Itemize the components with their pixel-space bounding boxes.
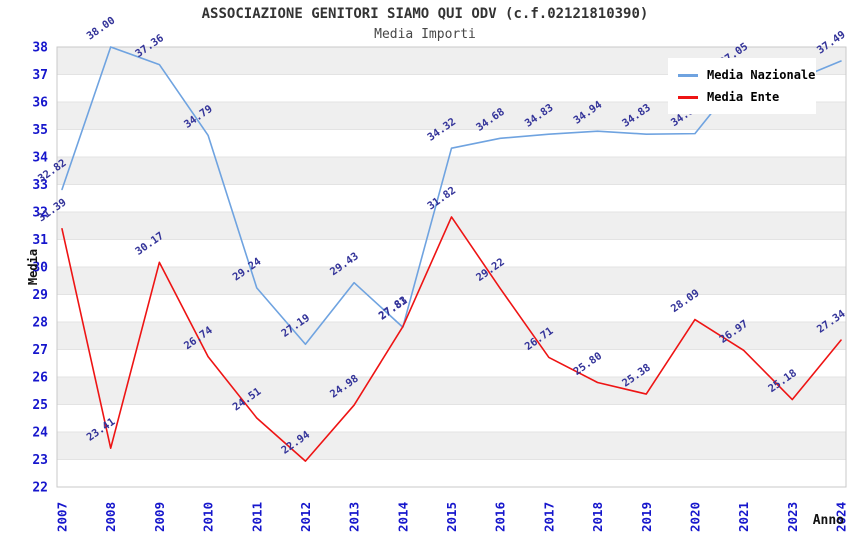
- y-tick-label: 26: [32, 371, 48, 386]
- legend-item-nazionale: Media Nazionale: [678, 64, 816, 86]
- y-tick-label: 28: [32, 316, 48, 331]
- chart-title: ASSOCIAZIONE GENITORI SIAMO QUI ODV (c.f…: [201, 6, 649, 22]
- x-tick-label: 2007: [55, 502, 70, 532]
- y-tick-label: 29: [32, 288, 48, 303]
- x-tick-label: 2018: [590, 502, 605, 532]
- x-tick-label: 2009: [152, 502, 167, 532]
- legend-box: Media Nazionale Media Ente: [668, 58, 816, 114]
- point-label: 31.82: [425, 185, 458, 213]
- y-tick-label: 32: [32, 206, 48, 221]
- chart-subtitle: Media Importi: [374, 27, 476, 42]
- y-tick-label: 27: [32, 343, 48, 358]
- y-tick-label: 30: [32, 261, 48, 276]
- grid-band: [57, 432, 846, 460]
- y-tick-label: 34: [32, 151, 48, 166]
- x-tick-label: 2021: [736, 502, 751, 532]
- x-axis-label: Anno: [812, 513, 844, 528]
- grid-band: [57, 157, 846, 185]
- x-tick-label: 2017: [541, 502, 556, 532]
- x-tick-label: 2013: [347, 502, 362, 532]
- series-line-media-ente: [61, 216, 842, 462]
- y-tick-label: 37: [32, 68, 48, 83]
- ente-line-swatch-icon: [678, 95, 698, 99]
- y-tick-label: 22: [32, 481, 48, 496]
- point-label: 38.00: [85, 15, 118, 43]
- legend-label: Media Ente: [707, 90, 780, 104]
- legend-label: Media Nazionale: [707, 68, 816, 82]
- y-tick-label: 25: [32, 398, 48, 413]
- grid-band: [57, 322, 846, 350]
- x-tick-label: 2008: [103, 502, 118, 532]
- x-tick-label: 2010: [201, 502, 216, 532]
- nazionale-line-swatch-icon: [678, 73, 698, 77]
- grid-band: [57, 377, 846, 405]
- point-label: 25.80: [571, 350, 604, 378]
- y-tick-label: 36: [32, 96, 48, 111]
- y-tick-label: 33: [32, 178, 48, 193]
- x-tick-label: 2011: [249, 502, 264, 532]
- grid-band: [57, 212, 846, 240]
- legend-item-ente: Media Ente: [678, 86, 816, 108]
- plot-border: [56, 46, 847, 488]
- x-tick-label: 2023: [785, 502, 800, 532]
- y-tick-label: 38: [32, 41, 48, 56]
- x-tick-label: 2014: [395, 502, 410, 532]
- x-tick-label: 2012: [298, 502, 313, 532]
- x-tick-label: 2024: [834, 502, 849, 532]
- x-tick-label: 2020: [687, 502, 702, 532]
- y-tick-label: 23: [32, 453, 48, 468]
- y-axis-label: Media: [26, 248, 40, 286]
- y-tick-label: 35: [32, 123, 48, 138]
- grid-band: [57, 267, 846, 295]
- x-tick-label: 2015: [444, 502, 459, 532]
- y-tick-label: 31: [32, 233, 48, 248]
- x-tick-label: 2019: [639, 502, 654, 532]
- y-tick-label: 24: [32, 426, 48, 441]
- x-tick-label: 2016: [493, 502, 508, 532]
